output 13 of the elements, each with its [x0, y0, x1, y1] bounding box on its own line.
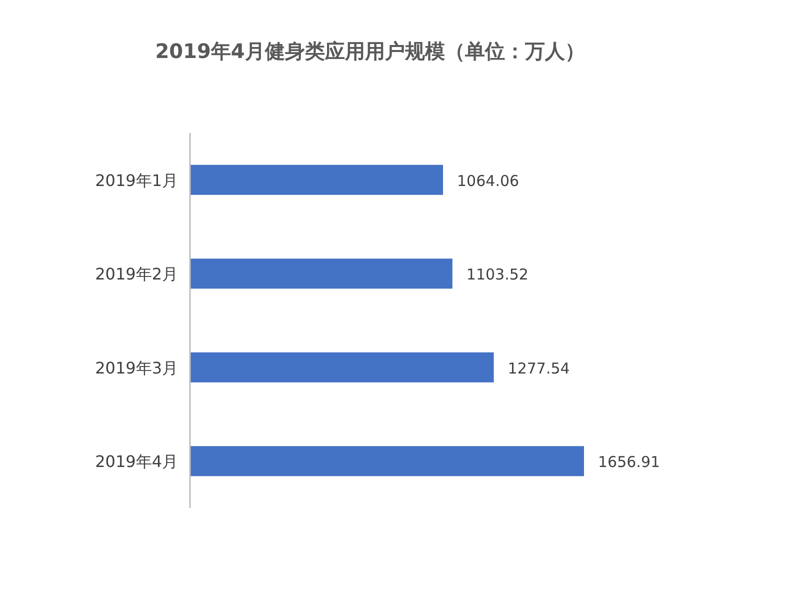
bar	[190, 258, 452, 289]
bar	[190, 446, 584, 476]
y-tick-label: 2019年4月	[95, 452, 178, 472]
y-tick-label: 2019年1月	[95, 170, 178, 190]
data-label: 1103.52	[466, 266, 528, 284]
bar	[190, 352, 494, 382]
y-tick-label: 2019年2月	[95, 264, 178, 284]
chart-title: 2019年4月健身类应用用户规模（单位：万人）	[155, 39, 585, 63]
data-label: 1656.91	[598, 453, 660, 472]
y-tick-label: 2019年3月	[95, 358, 178, 378]
data-label: 1064.06	[457, 172, 520, 190]
data-label: 1277.54	[508, 359, 570, 378]
bar	[190, 164, 444, 195]
